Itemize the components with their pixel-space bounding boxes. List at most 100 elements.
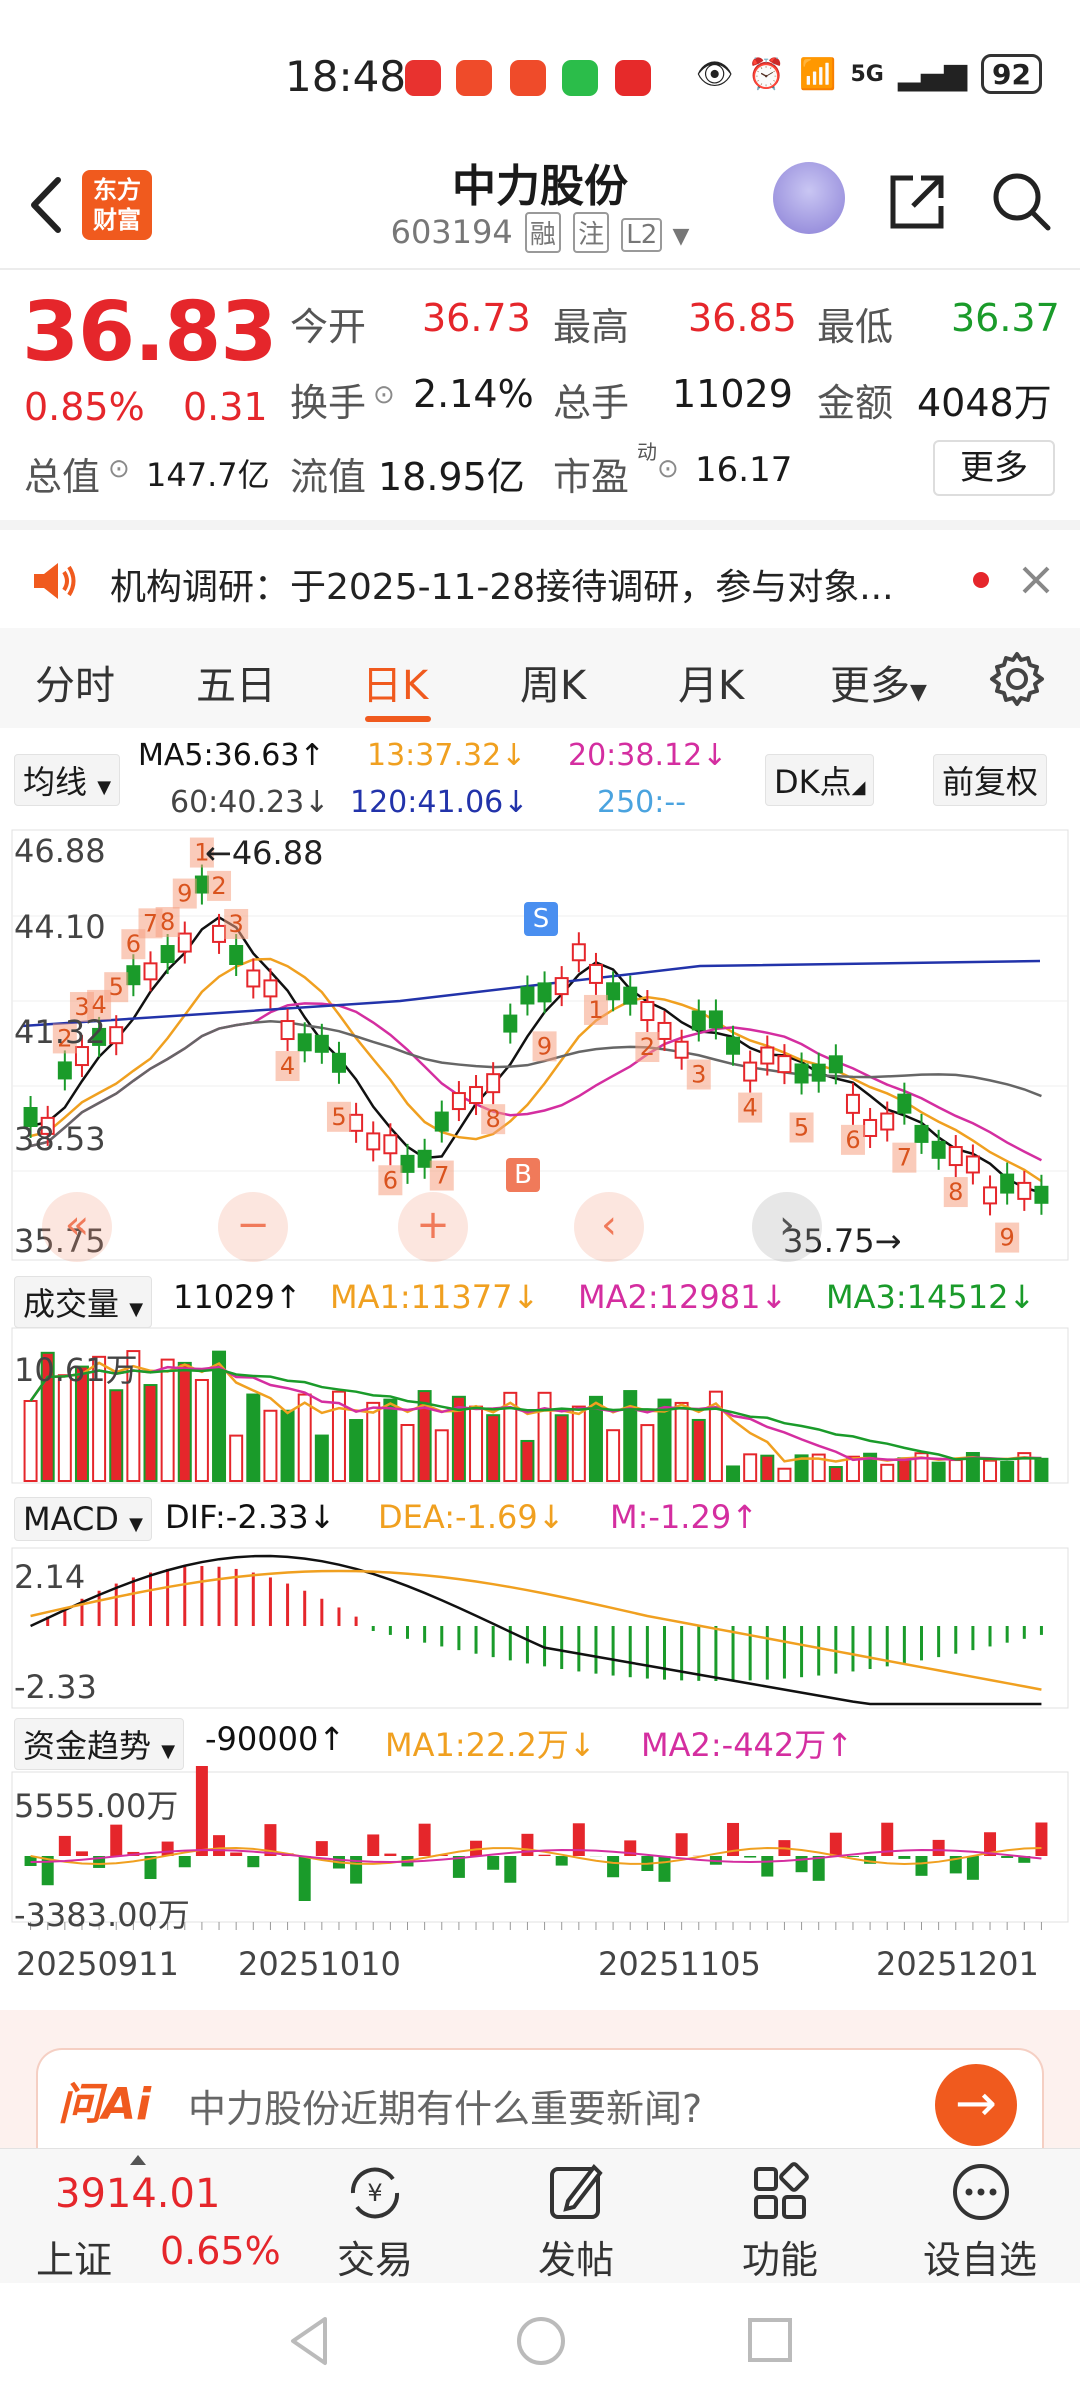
tab-five-day[interactable]: 五日 [196,663,276,709]
volume-bar [57,1374,72,1482]
brand-logo[interactable]: 东方 财富 [82,170,152,240]
ma13-legend: 13:37.32↓ [367,738,527,773]
fund-bar [247,1856,260,1868]
tab-intraday[interactable]: 分时 [35,663,115,709]
volume-bar [914,1452,929,1482]
td-mark-down-label: 7 [897,1144,912,1172]
system-back-icon[interactable] [285,2313,335,2369]
divider [0,520,1080,530]
candle-body [229,944,244,965]
volume-bar [503,1391,518,1482]
back-icon[interactable] [22,170,72,240]
high-value: 36.85 [688,296,797,340]
volume-bar [1017,1452,1032,1482]
volume-selector[interactable]: 成交量 ▼ [14,1276,153,1328]
stock-code-row[interactable]: 603194 融 注 L2 ▼ [0,212,1080,253]
close-icon[interactable] [1018,562,1054,598]
turnover-value: 2.14% [413,372,534,416]
tab-more[interactable]: 更多▼ [830,653,927,711]
sell-signal-badge[interactable]: S [524,902,558,936]
candle-body [366,1132,381,1151]
network-label: 5G [850,61,884,87]
candle-body [314,1034,329,1053]
x-date-2: 20251010 [238,1945,401,1983]
volume-bar [623,1390,638,1482]
volume-bar [691,1418,706,1482]
tab-weekly-k[interactable]: 周K [520,663,587,709]
td-mark-up-label: 7 [143,909,158,937]
candle-body [263,979,278,998]
macd-y-top: 2.14 [14,1558,86,1596]
zoom-out-button[interactable]: − [218,1192,288,1262]
volume-bar [897,1457,912,1482]
kline-candles [23,864,1049,1216]
chevron-down-icon: ▼ [97,777,112,798]
td-mark-down-label: 7 [434,1162,449,1190]
ma250-legend: 250:-- [597,785,687,820]
assistant-avatar[interactable] [773,162,845,234]
fund-bar [75,1851,88,1856]
td-mark-up-label: 2 [211,872,226,900]
volume-bar [554,1414,569,1483]
research-notice[interactable]: 机构调研：于2025-11-28接待调研，参与对象... [0,530,1080,630]
info-icon[interactable]: ⊙ [373,380,395,410]
system-home-icon[interactable] [515,2315,567,2367]
zoom-in-button[interactable]: + [398,1192,468,1262]
info-icon[interactable]: ⊙ [657,454,679,484]
dk-point-toggle[interactable]: DK点◢ [765,754,875,806]
td-mark-up-label: 9 [177,880,192,908]
settings-gear-icon[interactable] [988,650,1046,708]
candle-body [383,1134,398,1155]
kline-y-label-2: 44.10 [14,908,106,946]
ai-question-bar[interactable] [36,2048,1044,2156]
indicator-selector[interactable]: 均线 ▼ [14,754,121,806]
fund-bar [864,1856,877,1864]
tab-monthly-k[interactable]: 月K [678,663,745,709]
volume-bar [845,1455,860,1483]
share-icon[interactable] [885,170,949,234]
td-mark-down [275,1051,300,1082]
index-expand-icon [130,2155,146,2165]
fund-value: -90000↑ [205,1720,346,1758]
step-back-button[interactable]: ‹ [574,1192,644,1262]
volume-bar [571,1405,586,1482]
tab-daily-k[interactable]: 日K [362,663,429,709]
td-mark-down [686,1059,711,1090]
buy-signal-badge[interactable]: B [506,1158,540,1192]
td-mark-down [378,1165,403,1196]
speaker-icon [34,563,76,599]
kline-y-label-4: 38.53 [14,1120,106,1158]
system-recents-icon[interactable] [745,2315,795,2365]
more-button[interactable]: 更多 [933,440,1055,496]
adjust-mode-button[interactable]: 前复权 [933,754,1048,806]
brand-line2: 财富 [93,206,141,234]
macd-selector[interactable]: MACD ▼ [14,1497,152,1541]
float-cap-value: 18.95亿 [378,455,525,499]
stock-code: 603194 [390,213,513,251]
fund-trend-selector[interactable]: 资金趋势 ▼ [14,1718,185,1770]
alarm-icon: ⏰ [747,56,786,92]
volume-ma-lines [29,1361,1042,1463]
open-label: 今开 [290,305,367,349]
ma-line [30,957,1043,1183]
fast-back-button[interactable]: « [42,1192,112,1262]
volume-bar [863,1452,878,1482]
search-icon[interactable] [990,170,1054,234]
ai-send-arrow-icon[interactable]: → [935,2064,1017,2146]
volume-bar [229,1434,244,1482]
brand-line1: 东方 [93,176,141,204]
info-icon[interactable]: ⊙ [108,454,130,484]
candle-body [794,1063,809,1084]
candle-body [297,1033,312,1052]
candle-body [160,945,175,964]
step-forward-button[interactable]: › [752,1192,822,1262]
volume-selector-label: 成交量 [23,1285,120,1323]
edit-icon [550,2163,603,2219]
ai-question-text[interactable]: 中力股份近期有什么重要新闻? [188,2087,703,2131]
index-value[interactable]: 3914.01 [55,2171,221,2217]
volume-bar [1000,1461,1015,1482]
candle-body [126,965,141,986]
td-mark-down [943,1177,968,1208]
td-mark-up-label: 4 [91,991,106,1019]
